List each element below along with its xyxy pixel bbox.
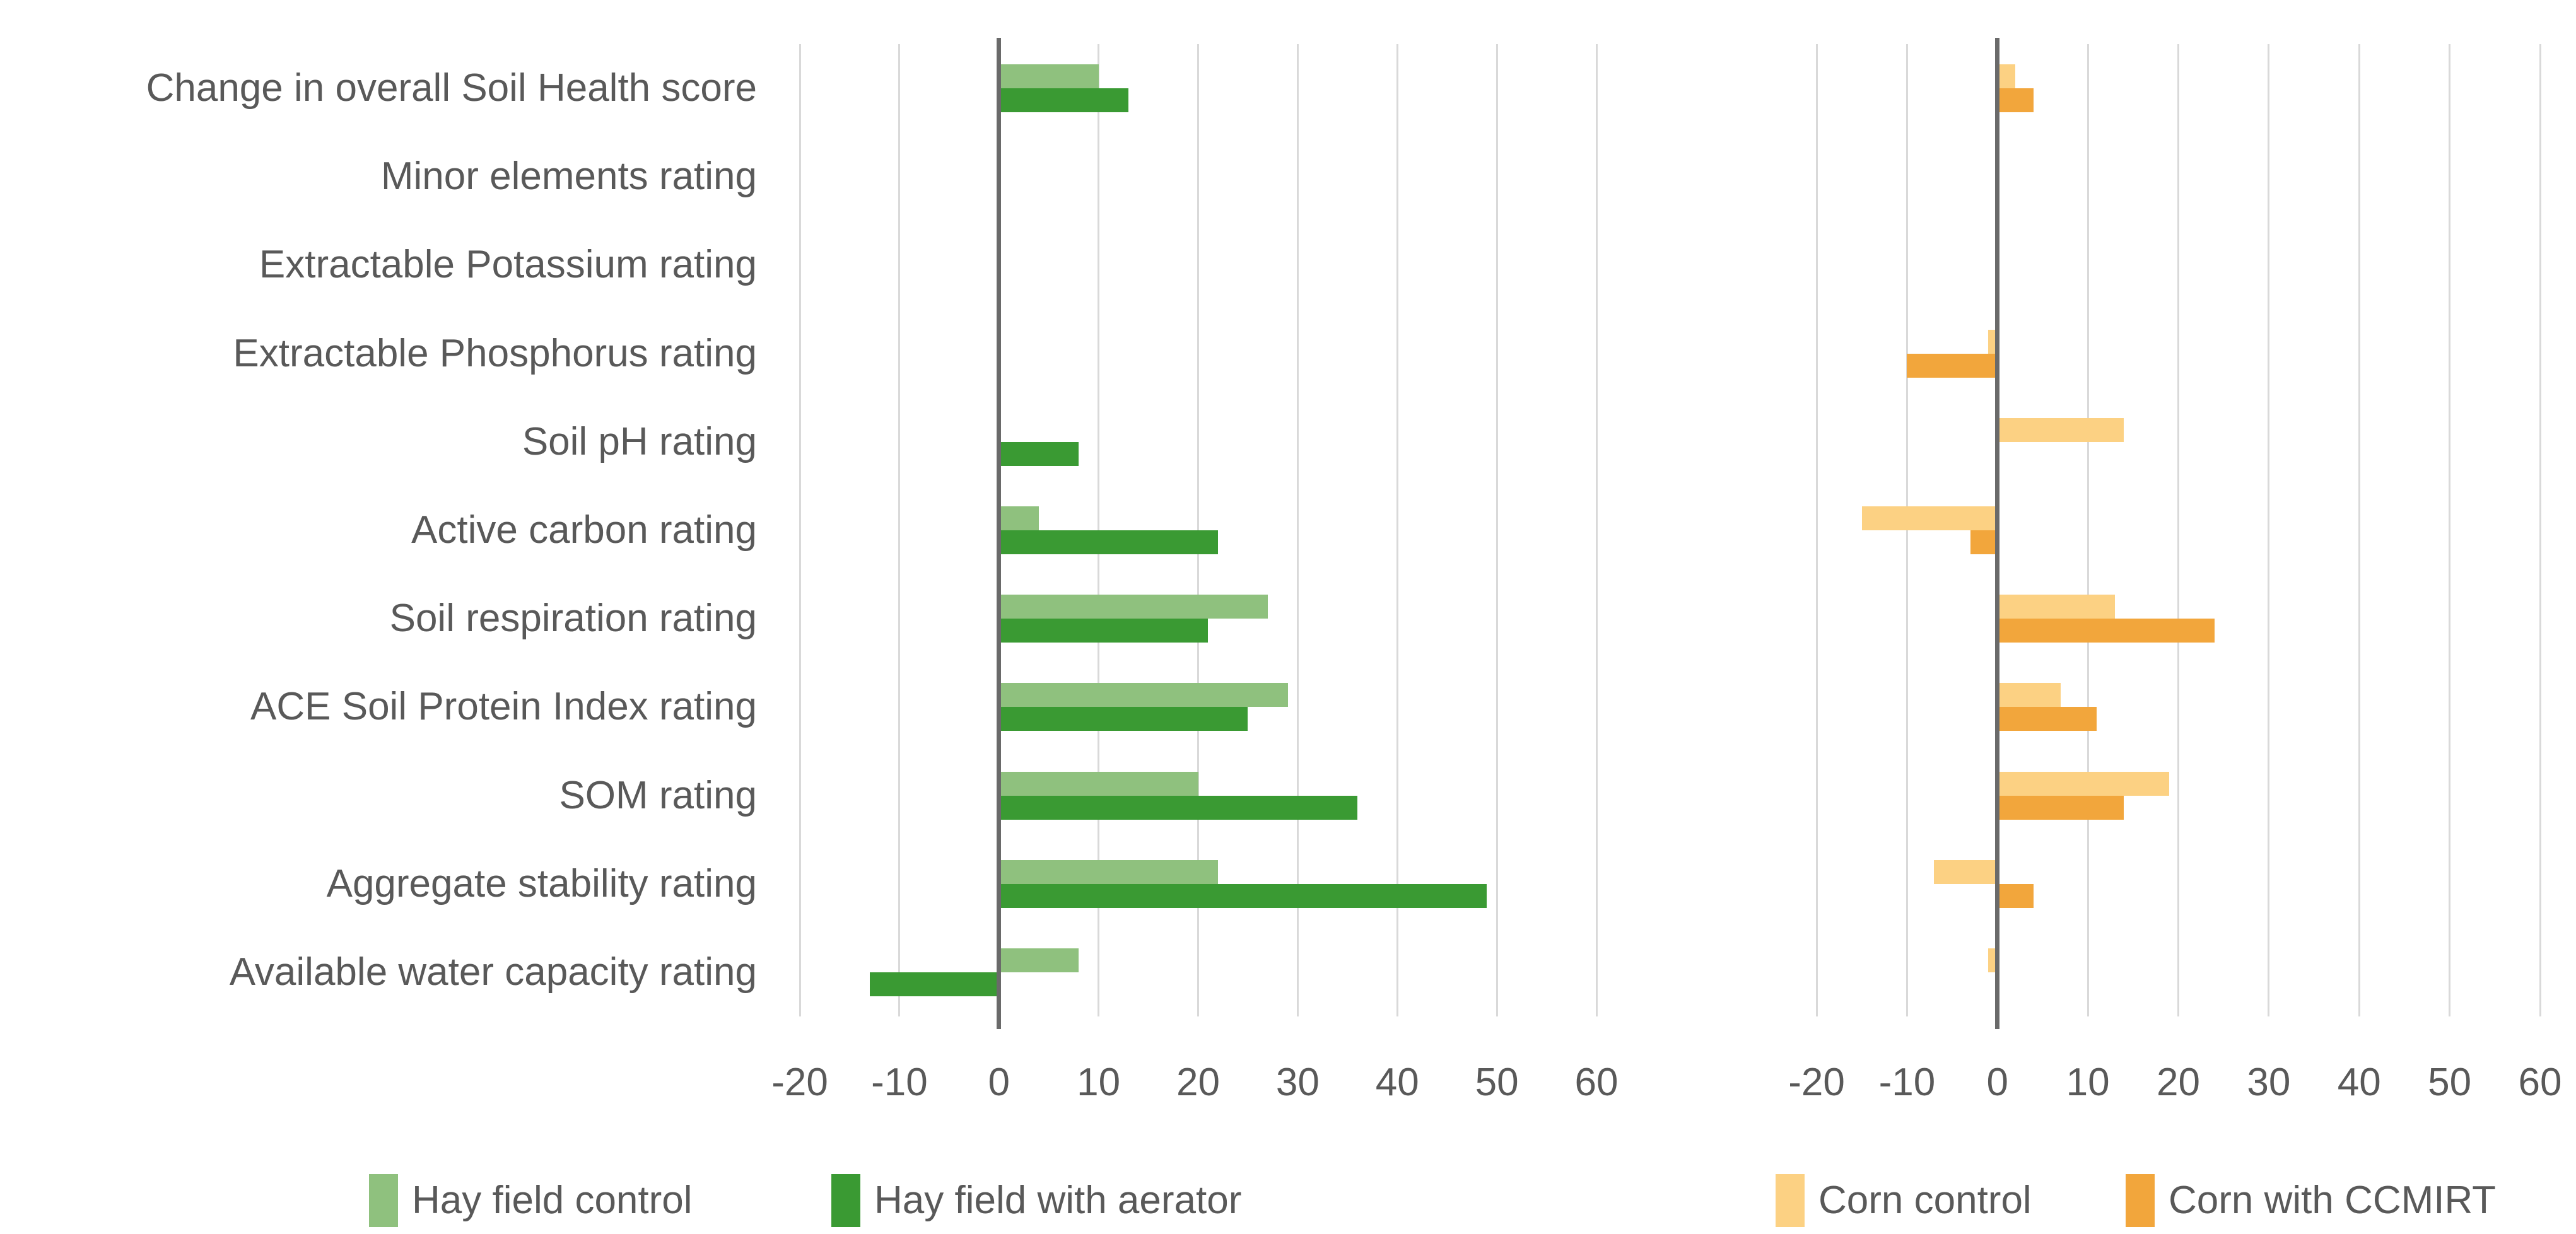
legend-label: Hay field control — [412, 1179, 693, 1222]
category-label: Change in overall Soil Health score — [146, 66, 757, 110]
hay-field-control-bar — [998, 948, 1079, 972]
zero-axis-line — [997, 38, 1002, 1029]
corn-control-bar — [1988, 948, 1998, 972]
hay-field-control-bar — [998, 683, 1288, 707]
x-axis-tick-label: 40 — [2337, 1061, 2381, 1104]
hay-field-control-bar — [998, 64, 1099, 89]
corn-with-ccmirt-bar — [1997, 795, 2124, 820]
hay-field-control-bar — [998, 506, 1039, 530]
gridline — [1815, 44, 1818, 1016]
x-axis-tick-label: 0 — [1986, 1061, 2008, 1104]
x-axis-tick-label: 50 — [2428, 1061, 2472, 1104]
corn-control-bar — [1997, 595, 2116, 619]
corn-control-bar — [1997, 771, 2170, 796]
corn-control-bar — [1997, 683, 2061, 707]
category-label: Soil pH rating — [522, 419, 757, 463]
x-axis-tick-label: 60 — [1574, 1061, 1619, 1104]
legend-swatch-icon — [1776, 1174, 1805, 1227]
corn-control-bar — [1988, 329, 1998, 354]
gridline — [2449, 44, 2451, 1016]
gridline — [2087, 44, 2089, 1016]
gridline — [1396, 44, 1398, 1016]
hay-field-control-bar — [998, 859, 1219, 884]
gridline — [1595, 44, 1598, 1016]
gridline — [1906, 44, 1908, 1016]
hay-field-control-bar — [998, 771, 1198, 796]
category-label: Minor elements rating — [380, 154, 757, 199]
x-axis-tick-label: -20 — [771, 1061, 828, 1104]
corn-with-ccmirt-bar — [1997, 883, 2034, 908]
legend-label: Hay field with aerator — [874, 1179, 1242, 1222]
gridline — [799, 44, 801, 1016]
corn-with-ccmirt-bar — [1970, 530, 1998, 554]
gridline — [2268, 44, 2270, 1016]
legend-item: Corn with CCMIRT — [2126, 1174, 2496, 1227]
x-axis-tick-label: -20 — [1788, 1061, 1845, 1104]
x-axis-tick-label: 30 — [2247, 1061, 2291, 1104]
x-axis-tick-label: 60 — [2518, 1061, 2562, 1104]
x-axis-tick-label: 20 — [1176, 1061, 1220, 1104]
gridline — [1496, 44, 1498, 1016]
category-label: ACE Soil Protein Index rating — [250, 685, 757, 729]
x-axis-tick-label: 10 — [2066, 1061, 2110, 1104]
category-label: Extractable Potassium rating — [259, 243, 757, 287]
x-axis-tick-label: 30 — [1275, 1061, 1320, 1104]
corn-with-ccmirt-bar — [1997, 619, 2215, 643]
hay-field-with-aerator-bar — [998, 883, 1487, 908]
gridline — [2539, 44, 2541, 1016]
corn-plot-area — [1815, 38, 2541, 1029]
legend-swatch-icon — [369, 1174, 398, 1227]
x-axis-tick-label: 40 — [1375, 1061, 1419, 1104]
gridline — [2358, 44, 2360, 1016]
corn-with-ccmirt-bar — [1997, 88, 2034, 113]
legend-swatch-icon — [831, 1174, 860, 1227]
corn-control-bar — [1934, 859, 1998, 884]
hay-field-control-bar — [998, 595, 1268, 619]
category-label: SOM rating — [559, 773, 757, 817]
x-axis-tick-label: 0 — [988, 1061, 1010, 1104]
corn-control-bar — [1997, 417, 2124, 442]
gridline — [1296, 44, 1299, 1016]
x-axis-tick-label: 20 — [2157, 1061, 2200, 1104]
legend-swatch-icon — [2126, 1174, 2155, 1227]
hay-field-with-aerator-bar — [998, 619, 1209, 643]
category-label: Soil respiration rating — [389, 597, 757, 641]
category-label: Aggregate stability rating — [326, 861, 757, 905]
hay-field-with-aerator-bar — [998, 530, 1219, 554]
hay-field-with-aerator-bar — [998, 441, 1079, 466]
hay-field-plot-area — [799, 38, 1598, 1029]
hay-field-with-aerator-bar — [998, 795, 1358, 820]
corn-control-bar — [1861, 506, 1998, 530]
legend-item: Corn control — [1776, 1174, 2032, 1227]
x-axis-tick-label: 10 — [1077, 1061, 1121, 1104]
legend-item: Hay field with aerator — [831, 1174, 1241, 1227]
legend-label: Corn control — [1818, 1179, 2032, 1222]
corn-with-ccmirt-bar — [1907, 353, 1998, 378]
corn-with-ccmirt-bar — [1997, 707, 2097, 731]
zero-axis-line — [1995, 38, 2000, 1029]
x-axis-tick-label: -10 — [871, 1061, 928, 1104]
x-axis-tick-label: 50 — [1475, 1061, 1519, 1104]
gridline — [898, 44, 901, 1016]
gridline — [2177, 44, 2179, 1016]
hay-field-with-aerator-bar — [998, 88, 1128, 113]
category-label: Active carbon rating — [411, 508, 757, 552]
hay-field-with-aerator-bar — [998, 707, 1248, 731]
legend-item: Hay field control — [369, 1174, 693, 1227]
category-label: Available water capacity rating — [229, 950, 757, 994]
category-label: Extractable Phosphorus rating — [233, 331, 757, 375]
legend-label: Corn with CCMIRT — [2169, 1179, 2497, 1222]
x-axis-tick-label: -10 — [1878, 1061, 1936, 1104]
hay-field-with-aerator-bar — [869, 972, 999, 996]
corn-control-bar — [1997, 64, 2016, 89]
